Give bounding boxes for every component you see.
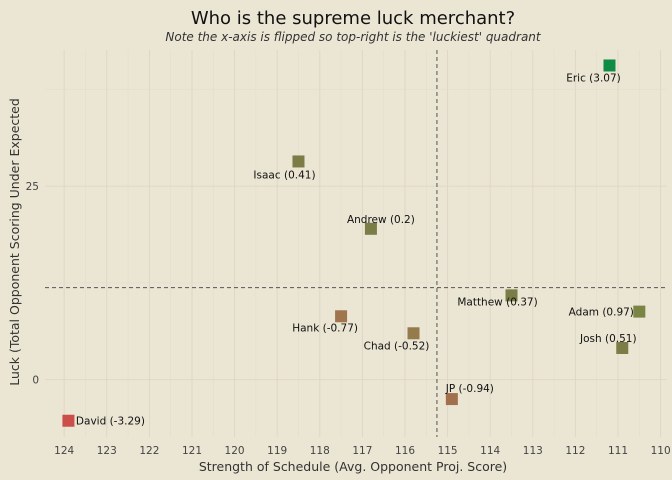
x-tick-label: 121 xyxy=(182,445,202,457)
x-tick-label: 119 xyxy=(267,445,287,457)
point-label: Adam (0.97) xyxy=(569,307,634,319)
x-tick-label: 120 xyxy=(225,445,245,457)
chart-subtitle: Note the x-axis is flipped so top-right … xyxy=(165,30,542,44)
data-points xyxy=(62,59,646,427)
x-tick-label: 118 xyxy=(310,445,330,457)
x-tick-label: 124 xyxy=(54,445,74,457)
y-tick-label: 0 xyxy=(32,375,39,387)
x-tick-label: 110 xyxy=(651,445,671,457)
point-label: JP (-0.94) xyxy=(445,383,494,395)
y-tick-label: 25 xyxy=(26,181,39,193)
point-label: Andrew (0.2) xyxy=(347,214,415,226)
chart-title: Who is the supreme luck merchant? xyxy=(191,8,515,29)
data-point xyxy=(603,59,616,72)
point-label: Eric (3.07) xyxy=(566,72,621,84)
data-point xyxy=(633,305,646,318)
point-label: Josh (0.51) xyxy=(579,333,637,345)
point-label: Matthew (0.37) xyxy=(457,296,537,308)
data-point xyxy=(445,393,458,406)
x-tick-label: 111 xyxy=(608,445,628,457)
x-tick-label: 115 xyxy=(438,445,458,457)
x-tick-label: 113 xyxy=(523,445,543,457)
reference-lines xyxy=(45,50,667,437)
point-label: Chad (-0.52) xyxy=(364,340,430,352)
x-axis-title: Strength of Schedule (Avg. Opponent Proj… xyxy=(199,459,507,474)
x-tick-label: 117 xyxy=(352,445,372,457)
grid xyxy=(45,50,667,437)
data-point xyxy=(407,327,420,340)
x-tick-label: 122 xyxy=(139,445,159,457)
data-point xyxy=(62,414,75,427)
point-label: Isaac (0.41) xyxy=(253,169,315,181)
x-tick-label: 116 xyxy=(395,445,415,457)
x-tick-label: 123 xyxy=(97,445,117,457)
axis-ticks: 124 123 122 121 120 119 118 117 116 115 114 113 112 1… xyxy=(26,181,671,457)
y-axis-title: Luck (Total Opponent Scoring Under Expec… xyxy=(7,98,22,386)
data-point xyxy=(616,341,629,354)
data-labels: Eric (3.07) Isaac (0.41) Andrew (0.2) Matth… xyxy=(76,72,637,427)
data-point xyxy=(364,222,377,235)
x-tick-label: 114 xyxy=(480,445,500,457)
data-point xyxy=(335,310,348,323)
x-tick-label: 112 xyxy=(565,445,585,457)
point-label: David (-3.29) xyxy=(76,416,145,428)
data-point xyxy=(505,289,518,302)
point-label: Hank (-0.77) xyxy=(292,322,358,334)
data-point xyxy=(292,155,305,168)
